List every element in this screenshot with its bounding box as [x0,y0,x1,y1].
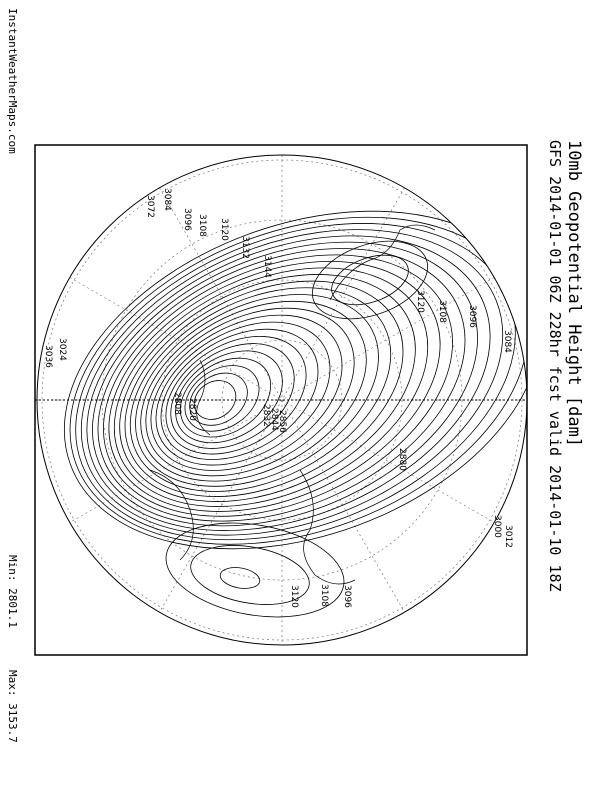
height-contour [190,545,310,605]
height-contour [331,254,409,306]
height-contour [179,357,272,438]
contour-label: 3108 [437,300,447,323]
contour-label: 3120 [415,290,425,313]
height-contour [92,241,478,527]
max-value: Max: 3153.7 [6,670,19,743]
contour-label: 3084 [162,188,172,211]
height-contour [175,350,283,444]
contour-label: 3120 [289,585,299,608]
title: 10mb Geopotential Height [dam] [564,140,584,447]
height-contour [184,365,260,432]
contour-label: 3012 [503,525,513,548]
contour-label: 3024 [57,338,67,361]
height-contour [135,294,379,487]
contour-label: 3000 [492,515,502,538]
height-contour [155,321,331,466]
contour-label: 2832 [261,404,271,427]
contour-label: 3108 [197,214,207,237]
height-contour [119,274,416,502]
contour-label: 3144 [262,255,272,278]
contour-label: 3096 [342,585,352,608]
height-contour [165,522,345,618]
height-contour [108,260,441,512]
coastline [329,224,436,301]
height-contour [150,314,343,471]
height-contour [97,248,466,522]
height-contour [311,240,429,320]
contour-label: 3036 [43,345,53,368]
height-contour [165,335,307,455]
source: InstantWeatherMaps.com [6,8,19,154]
longitude-line [65,274,499,526]
contour-label: 2808 [172,392,182,415]
contour-label: 3132 [240,236,250,259]
height-contour [113,267,429,507]
height-contour [170,343,295,449]
height-contour [86,235,491,531]
contour-label: 3096 [467,305,477,328]
contour-label: 2856 [277,410,287,433]
height-contour [80,229,504,536]
contour-label: 2820 [187,398,197,421]
height-contour [160,328,319,460]
contour-label: 2880 [397,448,407,471]
height-contour [145,307,355,477]
min-value: Min: 2801.1 [6,555,19,628]
contour-label: 3120 [219,218,229,241]
coastline [149,469,194,561]
height-contour [63,210,527,550]
height-contour [219,567,261,589]
contour-label: 3072 [145,195,155,218]
subtitle: GFS 2014-01-01 06Z 228hr fcst valid 2014… [546,140,564,592]
contour-label: 3084 [502,330,512,353]
contour-label: 3096 [182,208,192,231]
height-contour [140,300,367,482]
height-contour [103,254,453,517]
map-area [37,155,527,645]
contour-label: 3108 [319,584,329,607]
contour-label: 2844 [269,408,279,431]
height-contour [124,280,404,497]
coastline [299,469,356,585]
height-contour [129,287,392,492]
